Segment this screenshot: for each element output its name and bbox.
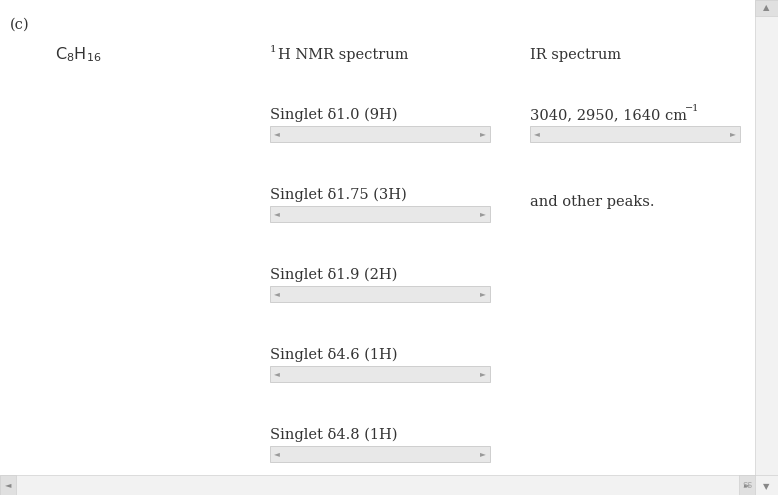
Text: 3040, 2950, 1640 cm: 3040, 2950, 1640 cm xyxy=(530,108,687,122)
Text: and other peaks.: and other peaks. xyxy=(530,195,654,209)
Bar xyxy=(0,475,778,495)
Text: Singlet δ1.75 (3H): Singlet δ1.75 (3H) xyxy=(270,188,407,202)
Bar xyxy=(755,0,778,495)
Bar xyxy=(0,475,16,495)
Text: ►: ► xyxy=(730,130,736,139)
Text: ◄: ◄ xyxy=(5,481,11,490)
Text: Singlet δ4.8 (1H): Singlet δ4.8 (1H) xyxy=(270,428,398,443)
Bar xyxy=(755,479,778,495)
Text: Singlet δ1.0 (9H): Singlet δ1.0 (9H) xyxy=(270,108,398,122)
Bar xyxy=(739,475,755,495)
Text: ss: ss xyxy=(743,480,753,490)
Bar xyxy=(270,446,490,462)
Text: ◄: ◄ xyxy=(534,130,540,139)
Text: (c): (c) xyxy=(10,18,30,32)
Bar xyxy=(270,286,490,302)
Text: −1: −1 xyxy=(685,104,699,113)
Text: ►: ► xyxy=(744,481,750,490)
Text: ►: ► xyxy=(480,290,486,298)
Text: Singlet δ4.6 (1H): Singlet δ4.6 (1H) xyxy=(270,348,398,362)
Text: ►: ► xyxy=(480,209,486,218)
Bar xyxy=(270,126,490,142)
Text: IR spectrum: IR spectrum xyxy=(530,48,621,62)
Bar xyxy=(755,0,778,16)
Bar xyxy=(270,366,490,382)
Text: ◄: ◄ xyxy=(274,130,280,139)
Text: ►: ► xyxy=(480,130,486,139)
Text: ◄: ◄ xyxy=(274,290,280,298)
Bar xyxy=(270,206,490,222)
Text: Singlet δ1.9 (2H): Singlet δ1.9 (2H) xyxy=(270,268,398,282)
Text: ◄: ◄ xyxy=(274,449,280,458)
Bar xyxy=(530,126,740,142)
Text: ◄: ◄ xyxy=(274,209,280,218)
Text: ►: ► xyxy=(480,369,486,379)
Text: $\mathregular{C_8H_{16}}$: $\mathregular{C_8H_{16}}$ xyxy=(55,46,102,64)
Text: 1: 1 xyxy=(270,45,277,53)
Text: ▼: ▼ xyxy=(763,483,769,492)
Text: H NMR spectrum: H NMR spectrum xyxy=(278,48,408,62)
Text: ▲: ▲ xyxy=(763,3,769,12)
Text: ◄: ◄ xyxy=(274,369,280,379)
Text: ►: ► xyxy=(480,449,486,458)
